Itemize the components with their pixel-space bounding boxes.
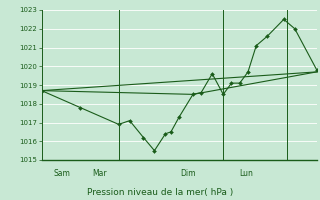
Text: Sam: Sam xyxy=(54,170,71,178)
Text: Mar: Mar xyxy=(92,170,107,178)
Text: Dim: Dim xyxy=(180,170,196,178)
Text: Pression niveau de la mer( hPa ): Pression niveau de la mer( hPa ) xyxy=(87,188,233,196)
Text: Lun: Lun xyxy=(240,170,254,178)
